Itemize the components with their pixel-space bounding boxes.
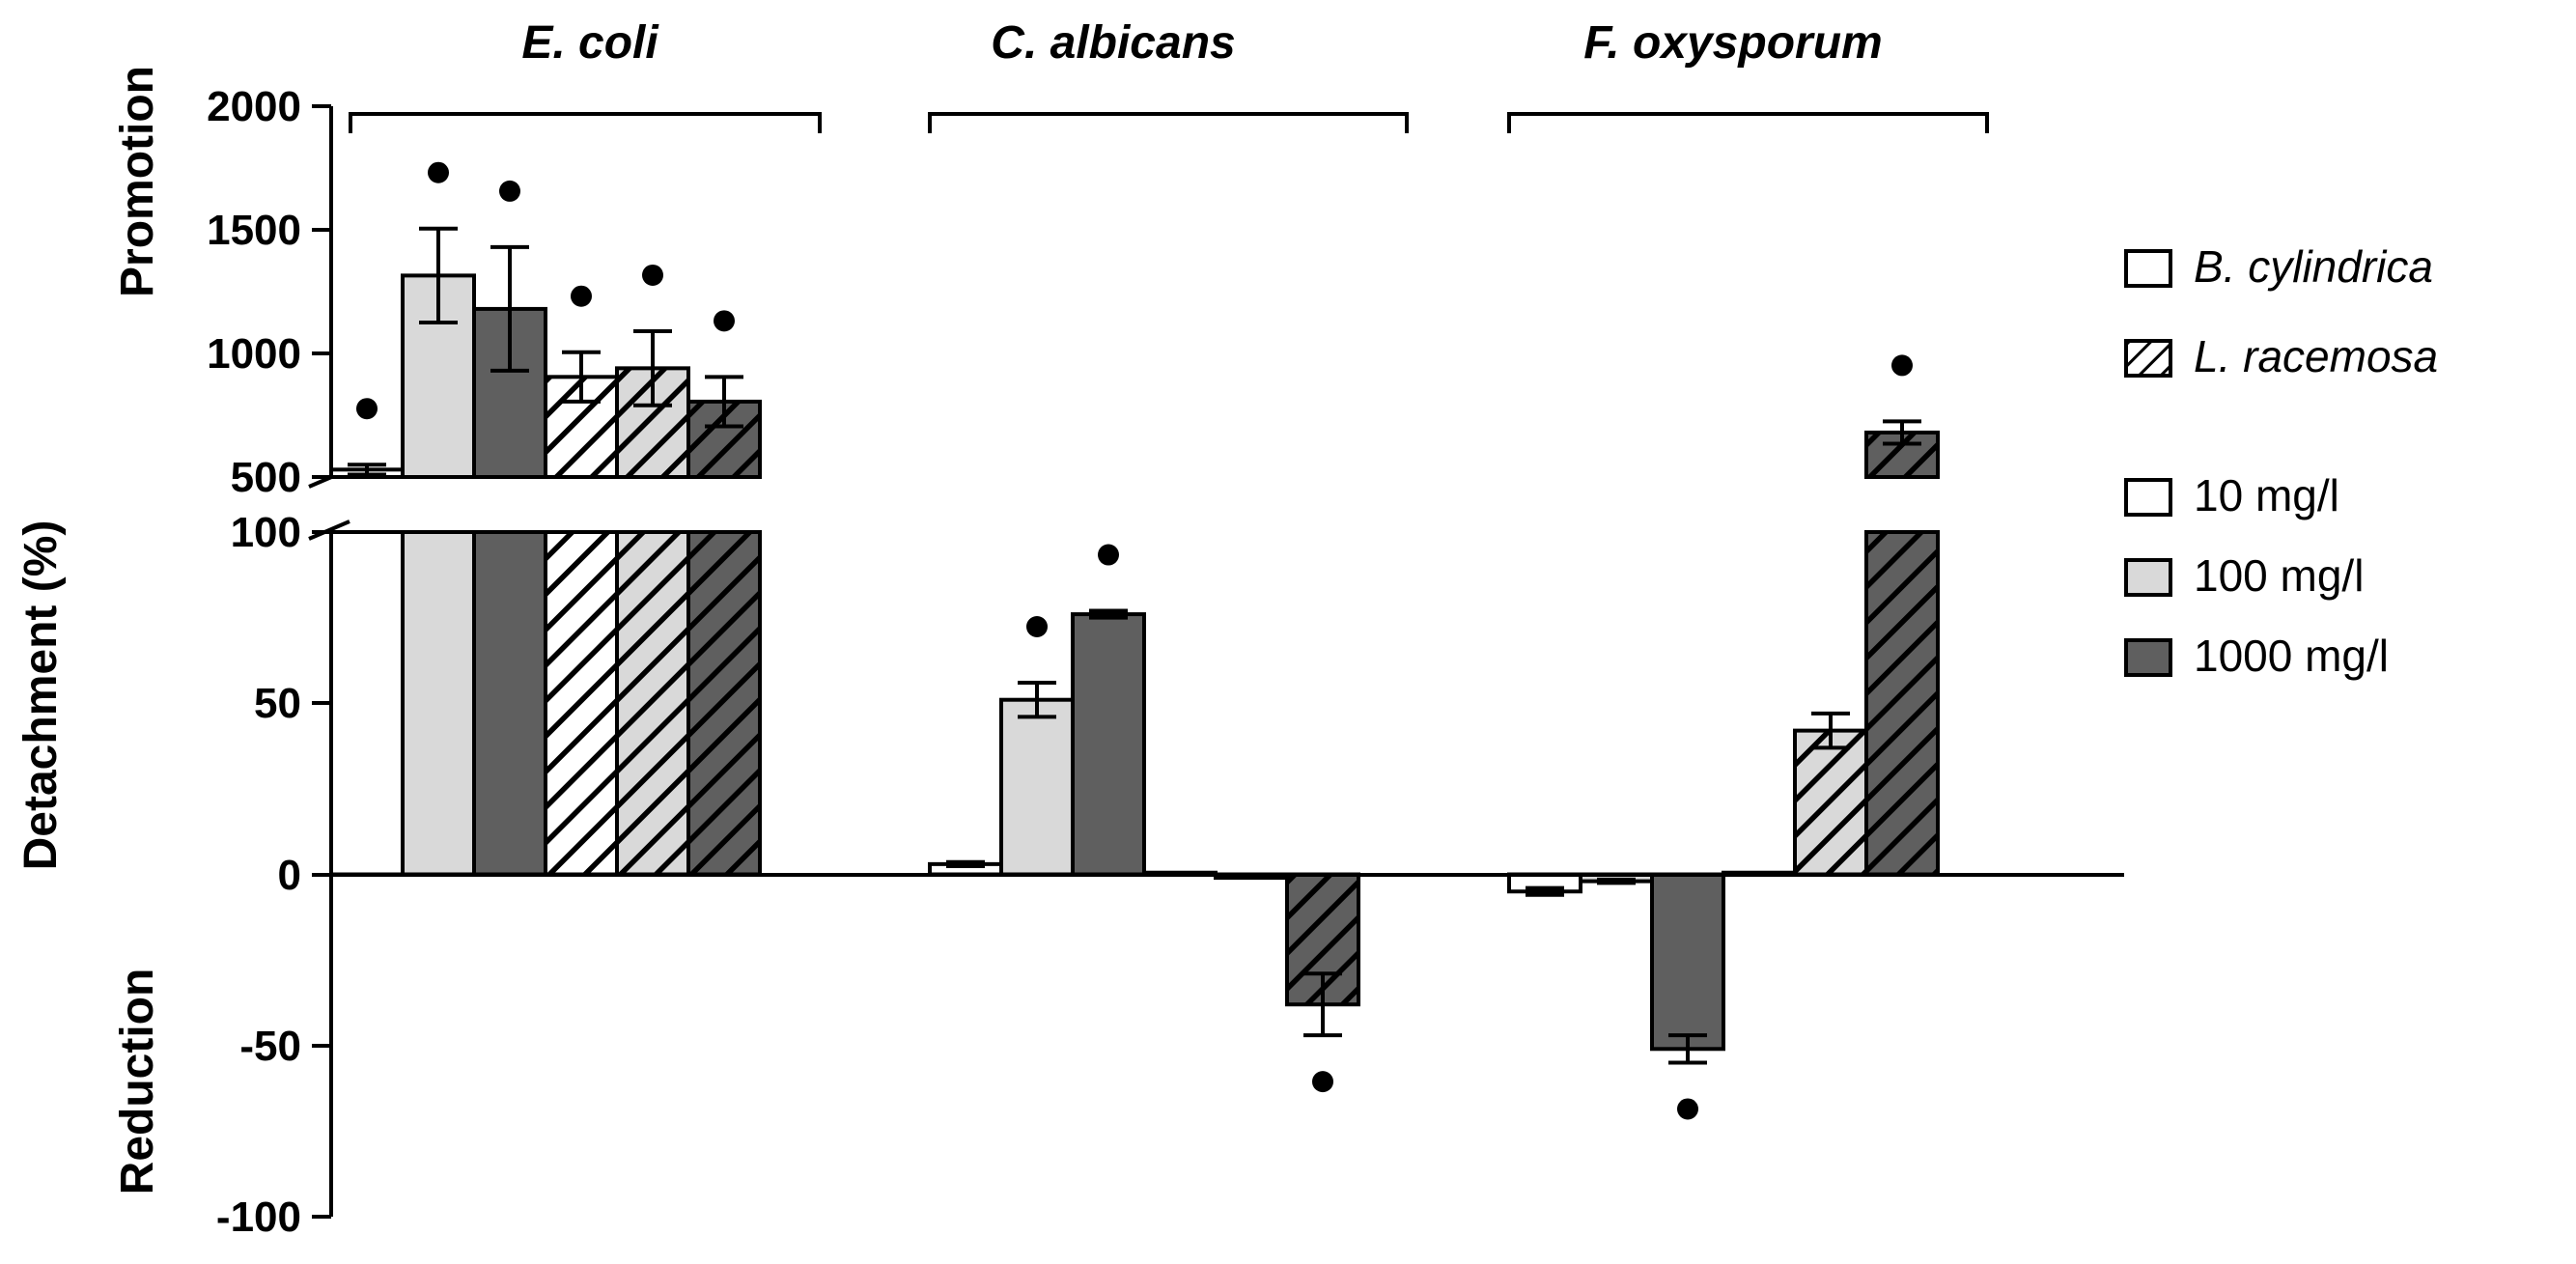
bar-e-coli-b-cylindrica-1000-mg-l-lower bbox=[472, 530, 547, 877]
group-bracket-c-albicans bbox=[928, 112, 1409, 133]
bar-e-coli-l-racemosa-10-mg-l-error-bar bbox=[562, 350, 601, 404]
legend-swatch-l-racemosa bbox=[2124, 339, 2172, 378]
y-tick-label: 0 bbox=[278, 852, 301, 899]
bar-c-albicans-l-racemosa-1000-mg-l-error-bar bbox=[1303, 971, 1342, 1038]
bar-c-albicans-b-cylindrica-1000-mg-l-error-bar bbox=[1089, 608, 1128, 620]
legend-label-10-mg: 10 mg/l bbox=[2194, 470, 2339, 520]
group-title-f-oxysporum: F. oxysporum bbox=[1583, 17, 1882, 69]
y-tick-label: 500 bbox=[231, 454, 301, 501]
legend-label-100-mg: 100 mg/l bbox=[2194, 550, 2364, 601]
bar-f-oxysporum-b-cylindrica-1000-mg-l-error-bar bbox=[1668, 1033, 1707, 1065]
bar-f-oxysporum-l-racemosa-1000-mg-l-significance-dot bbox=[1891, 354, 1913, 377]
bar-c-albicans-b-cylindrica-1000-mg-l bbox=[1071, 612, 1146, 877]
bar-c-albicans-b-cylindrica-100-mg-l-significance-dot bbox=[1026, 615, 1048, 637]
legend-label-l-racemosa: L. racemosa bbox=[2194, 331, 2438, 381]
bar-e-coli-b-cylindrica-1000-mg-l-error-bar bbox=[490, 244, 529, 373]
bar-c-albicans-b-cylindrica-100-mg-l-error-bar bbox=[1018, 680, 1056, 719]
y-tick-label: 2000 bbox=[207, 83, 301, 130]
bar-e-coli-l-racemosa-100-mg-l-lower bbox=[615, 530, 690, 877]
bar-c-albicans-l-racemosa-1000-mg-l-significance-dot bbox=[1312, 1071, 1333, 1093]
bar-f-oxysporum-b-cylindrica-100-mg-l-error-bar bbox=[1597, 877, 1636, 885]
legend-swatch-10-mg bbox=[2124, 478, 2172, 517]
y-tick-label: -50 bbox=[239, 1023, 301, 1070]
bar-f-oxysporum-l-racemosa-1000-mg-l-error-bar bbox=[1883, 419, 1921, 446]
y-axis-title: Detachment (%) bbox=[15, 520, 67, 871]
legend-swatch-100-mg bbox=[2124, 558, 2172, 597]
bar-f-oxysporum-b-cylindrica-1000-mg-l-significance-dot bbox=[1677, 1098, 1698, 1120]
bar-e-coli-b-cylindrica-100-mg-l-error-bar bbox=[419, 226, 458, 324]
y-ticks-lower: 100 50 0 -50 -100 bbox=[216, 509, 331, 1241]
group-bracket-e-coli bbox=[349, 112, 822, 133]
bar-f-oxysporum-l-racemosa-100-mg-l-error-bar bbox=[1811, 711, 1850, 750]
bar-e-coli-b-cylindrica-10-mg-l-lower bbox=[329, 530, 405, 877]
bar-e-coli-l-racemosa-10-mg-l-significance-dot bbox=[571, 285, 592, 307]
y-tick-label: -100 bbox=[216, 1194, 301, 1241]
bar-e-coli-l-racemosa-1000-mg-l-lower bbox=[686, 530, 762, 877]
bar-e-coli-b-cylindrica-10-mg-l-error-bar bbox=[348, 463, 386, 477]
y-tick-label: 1000 bbox=[207, 330, 301, 378]
bar-f-oxysporum-l-racemosa-1000-mg-l-lower bbox=[1864, 530, 1940, 877]
group-title-e-coli: E. coli bbox=[521, 17, 659, 69]
bar-e-coli-b-cylindrica-1000-mg-l-significance-dot bbox=[499, 180, 520, 202]
bar-c-albicans-b-cylindrica-100-mg-l bbox=[999, 697, 1075, 877]
legend-label-b-cylindrica: B. cylindrica bbox=[2194, 241, 2433, 292]
y-tick-label: 100 bbox=[231, 509, 301, 556]
y-tick-label: 50 bbox=[254, 680, 301, 727]
bar-f-oxysporum-l-racemosa-100-mg-l bbox=[1793, 728, 1868, 877]
group-bracket-f-oxysporum bbox=[1507, 112, 1989, 133]
y-ticks-upper: 2000 1500 1000 500 bbox=[207, 83, 331, 501]
legend-swatch-1000-mg bbox=[2124, 638, 2172, 677]
legend-swatch-b-cylindrica bbox=[2124, 249, 2172, 288]
group-title-c-albicans: C. albicans bbox=[991, 17, 1235, 69]
legend: B. cylindrica L. racemosa 10 mg/l 100 mg… bbox=[2124, 241, 2438, 681]
bar-f-oxysporum-b-cylindrica-10-mg-l-error-bar bbox=[1526, 885, 1564, 897]
bar-e-coli-b-cylindrica-100-mg-l-significance-dot bbox=[428, 161, 449, 183]
y-tick-label: 1500 bbox=[207, 207, 301, 254]
y-axis-title-upper: Promotion bbox=[112, 66, 163, 297]
bar-f-oxysporum-b-cylindrica-1000-mg-l bbox=[1650, 872, 1725, 1052]
bar-e-coli-l-racemosa-1000-mg-l-error-bar bbox=[705, 375, 743, 429]
bar-c-albicans-b-cylindrica-1000-mg-l-significance-dot bbox=[1098, 544, 1119, 566]
bar-e-coli-l-racemosa-10-mg-l-lower bbox=[544, 530, 619, 877]
y-axis-title-lower: Reduction bbox=[112, 969, 163, 1195]
legend-label-1000-mg: 1000 mg/l bbox=[2194, 631, 2389, 681]
bar-e-coli-b-cylindrica-10-mg-l-significance-dot bbox=[356, 398, 378, 420]
bar-e-coli-l-racemosa-100-mg-l-significance-dot bbox=[642, 264, 663, 286]
bar-e-coli-b-cylindrica-100-mg-l-lower bbox=[401, 530, 476, 877]
bar-c-albicans-b-cylindrica-10-mg-l-error-bar bbox=[946, 859, 985, 868]
bar-e-coli-l-racemosa-100-mg-l-error-bar bbox=[633, 328, 672, 407]
bars bbox=[329, 161, 1940, 1120]
bar-e-coli-l-racemosa-1000-mg-l-significance-dot bbox=[714, 310, 735, 332]
